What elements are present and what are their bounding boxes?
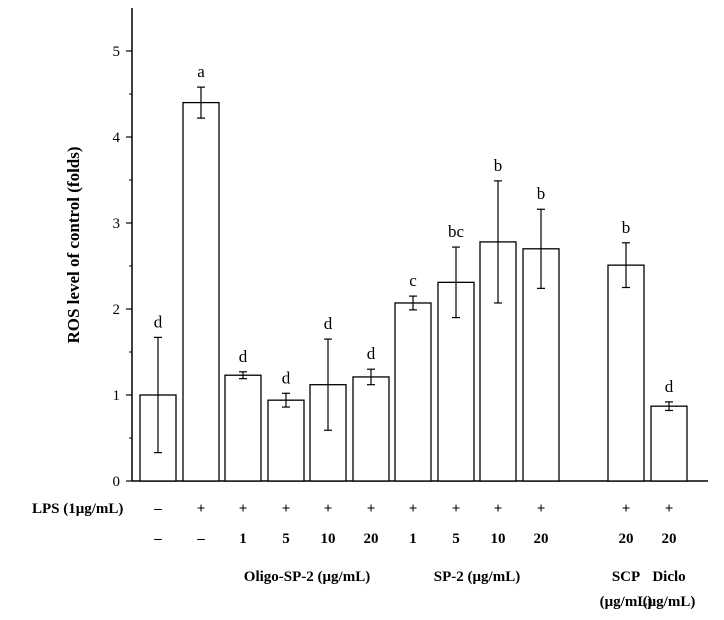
y-tick-label: 5 (113, 44, 121, 60)
dose-cell: 20 (534, 531, 549, 547)
bar (182, 101, 220, 482)
y-tick-label: 1 (113, 388, 121, 404)
dose-cell: 20 (364, 531, 379, 547)
dose-cell: 10 (321, 531, 336, 547)
group-label: SCP (612, 569, 640, 585)
lps-cell: + (282, 501, 291, 517)
bar (607, 264, 645, 482)
lps-cell: + (452, 501, 461, 517)
lps-cell: + (537, 501, 546, 517)
bar (224, 374, 262, 482)
lps-cell: + (239, 501, 248, 517)
dose-cell: 20 (662, 531, 677, 547)
significance-letter: c (409, 271, 417, 290)
lps-row-label: LPS (1μg/mL) (32, 501, 123, 517)
lps-cell: + (622, 501, 631, 517)
significance-letter: d (324, 314, 333, 333)
group-label: SP-2 (μg/mL) (434, 569, 520, 585)
significance-letter: b (622, 218, 631, 237)
lps-cell: – (153, 501, 162, 517)
dose-cell: 5 (452, 531, 460, 547)
dose-cell: 5 (282, 531, 290, 547)
dose-cell: – (196, 531, 205, 547)
lps-cell: + (197, 501, 206, 517)
dose-cell: 10 (491, 531, 506, 547)
dose-cell: 1 (239, 531, 247, 547)
y-tick-label: 3 (113, 216, 121, 232)
lps-cell: + (665, 501, 674, 517)
group-label: Diclo (652, 569, 685, 585)
bar (394, 302, 432, 482)
lps-cell: + (367, 501, 376, 517)
dose-cell: – (153, 531, 162, 547)
bar-series: d a d d d d c bc b b b d (139, 62, 688, 482)
treatment-table: – – + – +1 +5 +10 +20 +1 +5 +10 +20 +20 +20 Oligo-SP-2… (153, 501, 695, 610)
y-tick-label: 4 (113, 130, 121, 146)
significance-letter: bc (448, 222, 465, 241)
group-label: (μg/mL) (643, 594, 696, 610)
significance-letter: b (494, 156, 503, 175)
significance-letter: d (665, 377, 674, 396)
significance-letter: a (197, 62, 205, 81)
group-label: Oligo-SP-2 (μg/mL) (244, 569, 370, 585)
lps-cell: + (494, 501, 503, 517)
group-label: (μg/mL) (600, 594, 653, 610)
lps-cell: + (324, 501, 333, 517)
bar (267, 399, 305, 482)
bar (352, 376, 390, 482)
y-axis-label: ROS level of control (folds) (64, 146, 83, 343)
significance-letter: d (367, 344, 376, 363)
bar (479, 241, 517, 482)
significance-letter: d (282, 368, 291, 387)
y-tick-label: 0 (113, 474, 121, 490)
dose-cell: 20 (619, 531, 634, 547)
significance-letter: b (537, 184, 546, 203)
significance-letter: d (154, 312, 163, 331)
dose-cell: 1 (409, 531, 417, 547)
y-tick-label: 2 (113, 302, 121, 318)
lps-cell: + (409, 501, 418, 517)
bar (650, 405, 688, 482)
significance-letter: d (239, 347, 248, 366)
